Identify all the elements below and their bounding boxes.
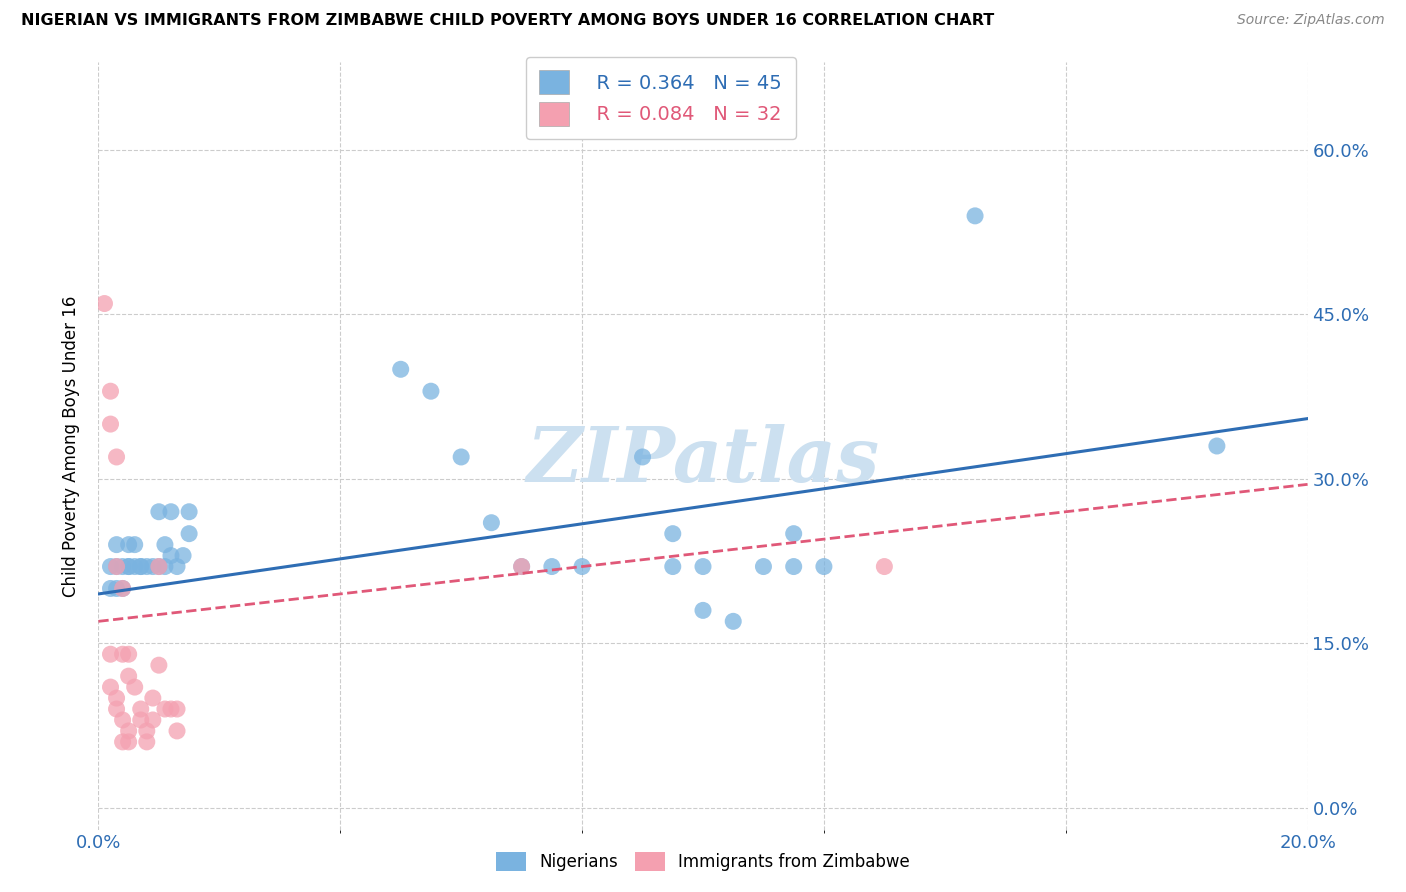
Point xyxy=(148,559,170,574)
Point xyxy=(420,384,443,399)
Point xyxy=(105,538,128,552)
Point xyxy=(148,658,170,673)
Point xyxy=(129,713,152,727)
Point xyxy=(111,647,134,661)
Point xyxy=(873,559,896,574)
Point xyxy=(148,505,170,519)
Point xyxy=(783,526,806,541)
Point xyxy=(965,209,987,223)
Point xyxy=(692,559,714,574)
Point xyxy=(723,615,745,629)
Point xyxy=(389,362,412,376)
Point xyxy=(148,559,170,574)
Point xyxy=(661,559,683,574)
Point xyxy=(692,603,714,617)
Point xyxy=(111,735,134,749)
Point xyxy=(118,647,141,661)
Text: ZIPatlas: ZIPatlas xyxy=(526,425,880,499)
Point xyxy=(631,450,654,464)
Point xyxy=(111,582,134,596)
Point xyxy=(118,559,141,574)
Point xyxy=(166,702,188,716)
Point xyxy=(100,582,122,596)
Point xyxy=(142,691,165,706)
Point xyxy=(105,702,128,716)
Point xyxy=(153,538,176,552)
Point xyxy=(153,559,176,574)
Point xyxy=(510,559,533,574)
Point xyxy=(1206,439,1229,453)
Point xyxy=(105,691,128,706)
Point xyxy=(100,417,122,431)
Point xyxy=(179,526,201,541)
Point xyxy=(481,516,503,530)
Point xyxy=(124,538,146,552)
Point xyxy=(166,723,188,738)
Point xyxy=(166,559,188,574)
Point xyxy=(111,582,134,596)
Legend: Nigerians, Immigrants from Zimbabwe: Nigerians, Immigrants from Zimbabwe xyxy=(488,843,918,880)
Point xyxy=(160,549,183,563)
Point xyxy=(142,559,165,574)
Point xyxy=(105,559,128,574)
Legend:   R = 0.364   N = 45,   R = 0.084   N = 32: R = 0.364 N = 45, R = 0.084 N = 32 xyxy=(526,57,796,139)
Point xyxy=(783,559,806,574)
Point xyxy=(118,559,141,574)
Point xyxy=(153,702,176,716)
Point xyxy=(105,450,128,464)
Point xyxy=(118,723,141,738)
Point xyxy=(124,680,146,694)
Point xyxy=(100,647,122,661)
Point xyxy=(752,559,775,574)
Point xyxy=(129,702,152,716)
Point xyxy=(540,559,562,574)
Point xyxy=(135,559,157,574)
Point xyxy=(661,526,683,541)
Y-axis label: Child Poverty Among Boys Under 16: Child Poverty Among Boys Under 16 xyxy=(62,295,80,597)
Point xyxy=(160,702,183,716)
Point xyxy=(160,505,183,519)
Point xyxy=(100,680,122,694)
Point xyxy=(571,559,593,574)
Point xyxy=(179,505,201,519)
Point xyxy=(105,559,128,574)
Point xyxy=(135,735,157,749)
Point xyxy=(172,549,194,563)
Point xyxy=(129,559,152,574)
Text: NIGERIAN VS IMMIGRANTS FROM ZIMBABWE CHILD POVERTY AMONG BOYS UNDER 16 CORRELATI: NIGERIAN VS IMMIGRANTS FROM ZIMBABWE CHI… xyxy=(21,13,994,29)
Point xyxy=(111,713,134,727)
Point xyxy=(135,723,157,738)
Point xyxy=(142,713,165,727)
Point xyxy=(118,538,141,552)
Point xyxy=(124,559,146,574)
Point xyxy=(118,735,141,749)
Point xyxy=(100,559,122,574)
Point xyxy=(111,559,134,574)
Point xyxy=(100,384,122,399)
Point xyxy=(450,450,472,464)
Point xyxy=(105,582,128,596)
Point xyxy=(93,296,115,310)
Point xyxy=(813,559,835,574)
Point xyxy=(510,559,533,574)
Text: Source: ZipAtlas.com: Source: ZipAtlas.com xyxy=(1237,13,1385,28)
Point xyxy=(118,669,141,683)
Point xyxy=(129,559,152,574)
